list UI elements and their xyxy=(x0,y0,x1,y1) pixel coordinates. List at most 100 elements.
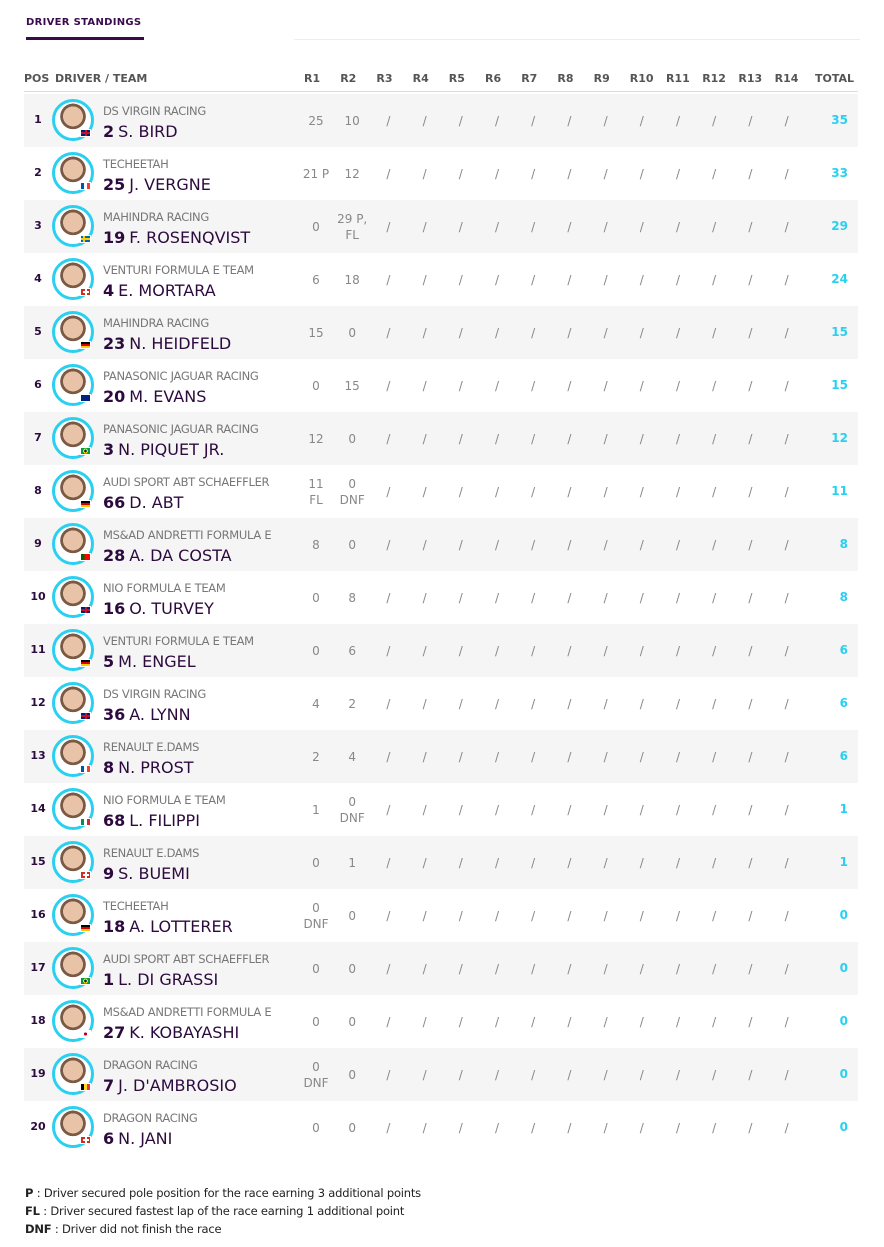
round-result: / xyxy=(494,855,500,870)
table-row[interactable]: 8 AUDI SPORT ABT SCHAEFFLER 66 D. ABT 11 F… xyxy=(24,465,858,518)
round-result: / xyxy=(639,802,644,817)
driver-name[interactable]: 5 M. ENGEL xyxy=(103,652,196,671)
table-row[interactable]: 16 TECHEETAH 18 A. LOTTERER 0 DNF 0 / / / / / / / /… xyxy=(24,889,858,942)
table-row[interactable]: 13 RENAULT E.DAMS 8 N. PROST 2 4 / / / / / / / / / / /… xyxy=(24,730,858,783)
round-result: / xyxy=(531,749,536,764)
round-result: 0 xyxy=(348,908,356,923)
table-row[interactable]: 17 AUDI SPORT ABT SCHAEFFLER 1 L. DI GRAS… xyxy=(24,942,858,995)
round-result: / xyxy=(531,166,536,181)
driver-number: 5 xyxy=(103,652,115,671)
round-result: / xyxy=(422,802,427,817)
round-result: 0 xyxy=(348,1014,356,1029)
table-row[interactable]: 6 PANASONIC JAGUAR RACING 20 M. EVANS 0 15 /… xyxy=(24,359,858,412)
driver-name[interactable]: 8 N. PROST xyxy=(103,758,194,777)
table-row[interactable]: 15 RENAULT E.DAMS 9 S. BUEMI 0 1 / / / / / / / / / / /… xyxy=(24,836,858,889)
round-result: / xyxy=(748,749,753,764)
table-row[interactable]: 1 DS VIRGIN RACING 2 S. BIRD 25 10 / / / / / / / / /… xyxy=(24,94,858,147)
legend-text: : Driver secured fastest lap of the race… xyxy=(39,1204,405,1218)
round-result: / xyxy=(458,219,463,234)
total-points: 1 xyxy=(839,855,848,869)
position: 11 xyxy=(30,643,46,656)
round-result: 0 DNF xyxy=(303,1059,329,1090)
round-result: / xyxy=(675,643,681,658)
driver-name[interactable]: 66 D. ABT xyxy=(103,493,183,512)
legend-key: P xyxy=(25,1186,34,1200)
round-result: 12 xyxy=(308,431,324,446)
driver-name[interactable]: 4 E. MORTARA xyxy=(103,281,216,300)
round-result: / xyxy=(531,908,536,923)
round-result: / xyxy=(458,537,463,552)
driver-name-text: N. PROST xyxy=(118,758,194,777)
round-result: / xyxy=(784,378,789,393)
round-result: / xyxy=(748,325,753,340)
round-result: 12 xyxy=(344,166,360,181)
table-row[interactable]: 5 MAHINDRA RACING 23 N. HEIDFELD 15 0 / / / / / /… xyxy=(24,306,858,359)
round-result: / xyxy=(458,1120,463,1135)
table-row[interactable]: 10 NIO FORMULA E TEAM 16 O. TURVEY 0 8 / / / / /… xyxy=(24,571,858,624)
table-row[interactable]: 20 DRAGON RACING 6 N. JANI 0 0 / / / / / / / / / / / / 0 xyxy=(24,1101,858,1154)
driver-name[interactable]: 25 J. VERGNE xyxy=(103,175,211,194)
driver-name[interactable]: 18 A. LOTTERER xyxy=(103,917,233,936)
driver-name[interactable]: 2 S. BIRD xyxy=(103,122,178,141)
round-result: 2 xyxy=(348,696,356,711)
table-row[interactable]: 4 VENTURI FORMULA E TEAM 4 E. MORTARA 6 18/… xyxy=(24,253,858,306)
driver-name[interactable]: 28 A. DA COSTA xyxy=(103,546,232,565)
driver-name[interactable]: 19 F. ROSENQVIST xyxy=(103,228,250,247)
tab-driver-standings[interactable]: DRIVER STANDINGS xyxy=(26,17,142,28)
round-result: / xyxy=(567,484,572,499)
round-result: / xyxy=(458,855,463,870)
round-result: / xyxy=(422,961,427,976)
driver-number: 68 xyxy=(103,811,126,830)
flag-icon xyxy=(80,394,91,402)
round-result: / xyxy=(422,219,427,234)
round-result: / xyxy=(675,484,681,499)
round-result: / xyxy=(712,1014,717,1029)
round-result: / xyxy=(784,484,789,499)
driver-name[interactable]: 9 S. BUEMI xyxy=(103,864,190,883)
header-round: R12 xyxy=(702,72,726,85)
table-row[interactable]: 11 VENTURI FORMULA E TEAM 5 M. ENGEL 0 6 / / /… xyxy=(24,624,858,677)
driver-name-text: A. DA COSTA xyxy=(129,546,232,565)
round-result: / xyxy=(458,749,463,764)
round-result: 1 xyxy=(348,855,356,870)
table-row[interactable]: 7 PANASONIC JAGUAR RACING 3 N. PIQUET JR.… xyxy=(24,412,858,465)
round-result: / xyxy=(567,643,572,658)
table-row[interactable]: 19 DRAGON RACING 7 J. D'AMBROSIO 0 DNF 0 / / /… xyxy=(24,1048,858,1101)
driver-name[interactable]: 20 M. EVANS xyxy=(103,387,206,406)
round-result: / xyxy=(784,961,789,976)
table-row[interactable]: 3 MAHINDRA RACING 19 F. ROSENQVIST 0 29 P, … xyxy=(24,200,858,253)
round-result: / xyxy=(494,908,500,923)
driver-name[interactable]: 68 L. FILIPPI xyxy=(103,811,200,830)
driver-name[interactable]: 1 L. DI GRASSI xyxy=(103,970,218,989)
round-result: / xyxy=(531,537,536,552)
team-name: RENAULT E.DAMS xyxy=(103,740,200,754)
driver-name[interactable]: 7 J. D'AMBROSIO xyxy=(103,1076,237,1095)
driver-name[interactable]: 3 N. PIQUET JR. xyxy=(103,440,224,459)
total-points: 33 xyxy=(831,166,848,180)
header-round: R11 xyxy=(666,72,690,85)
round-result: / xyxy=(712,696,717,711)
table-row[interactable]: 18 MS&AD ANDRETTI FORMULA E 27 K. KOBAYAS… xyxy=(24,995,858,1048)
team-name: MS&AD ANDRETTI FORMULA E xyxy=(103,528,272,542)
driver-name[interactable]: 36 A. LYNN xyxy=(103,705,191,724)
round-result: / xyxy=(458,484,463,499)
driver-number: 3 xyxy=(103,440,115,459)
driver-name[interactable]: 6 N. JANI xyxy=(103,1129,172,1148)
driver-name[interactable]: 16 O. TURVEY xyxy=(103,599,214,618)
table-row[interactable]: 2 TECHEETAH 25 J. VERGNE 21 P 12 / / / / / / / / / / /… xyxy=(24,147,858,200)
round-result: / xyxy=(386,219,391,234)
round-result: / xyxy=(422,590,427,605)
driver-number: 20 xyxy=(103,387,126,406)
driver-name[interactable]: 23 N. HEIDFELD xyxy=(103,334,231,353)
table-row[interactable]: 12 DS VIRGIN RACING 36 A. LYNN 4 2 / / / / / / / / /… xyxy=(24,677,858,730)
round-result: / xyxy=(458,802,463,817)
driver-name[interactable]: 27 K. KOBAYASHI xyxy=(103,1023,239,1042)
table-row[interactable]: 9 MS&AD ANDRETTI FORMULA E 28 A. DA COSTA… xyxy=(24,518,858,571)
round-result: / xyxy=(784,696,789,711)
legend: P : Driver secured pole position for the… xyxy=(25,1184,421,1238)
team-name: MAHINDRA RACING xyxy=(103,210,209,224)
round-result: / xyxy=(784,1120,789,1135)
table-row[interactable]: 14 NIO FORMULA E TEAM 68 L. FILIPPI 1 0 DNF… xyxy=(24,783,858,836)
round-result: / xyxy=(675,961,681,976)
round-result: / xyxy=(422,537,427,552)
